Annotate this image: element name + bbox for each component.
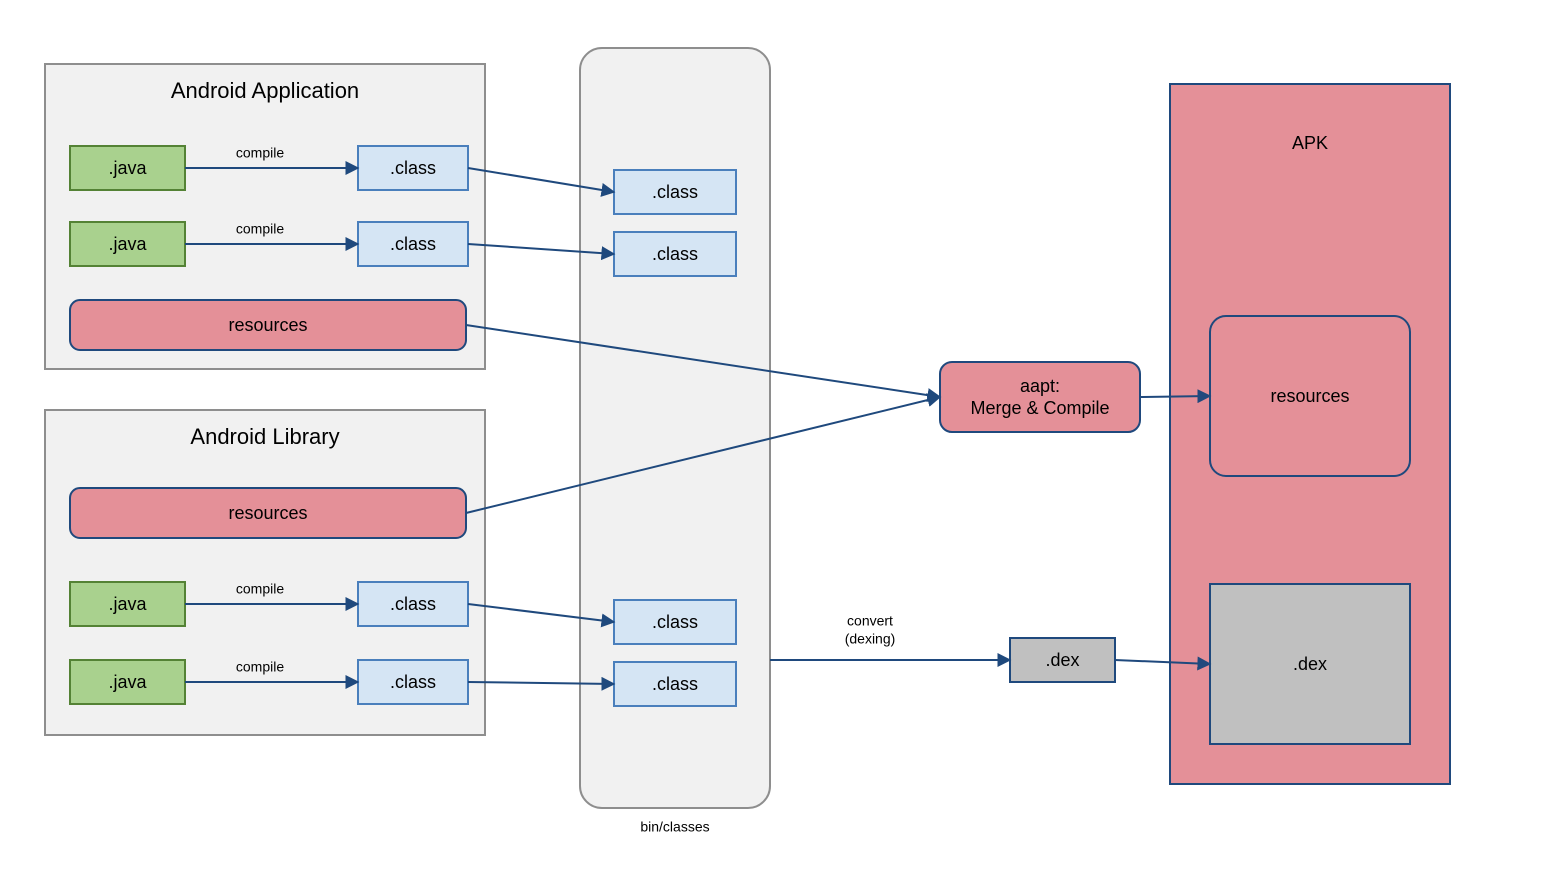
svg-text:resources: resources	[1270, 386, 1349, 406]
svg-text:(dexing): (dexing)	[845, 631, 896, 647]
apk-title: APK	[1292, 133, 1328, 153]
svg-text:.class: .class	[652, 612, 698, 632]
svg-text:.class: .class	[652, 244, 698, 264]
svg-text:resources: resources	[228, 503, 307, 523]
svg-text:compile: compile	[236, 581, 284, 597]
svg-text:resources: resources	[228, 315, 307, 335]
svg-text:.java: .java	[108, 234, 147, 254]
svg-text:.class: .class	[390, 234, 436, 254]
svg-text:compile: compile	[236, 221, 284, 237]
svg-text:.java: .java	[108, 672, 147, 692]
svg-text:convert: convert	[847, 613, 893, 629]
svg-text:.class: .class	[652, 674, 698, 694]
svg-text:.class: .class	[390, 594, 436, 614]
diagram-canvas: Android Application Android Library bin/cl…	[0, 0, 1562, 896]
lib-title: Android Library	[190, 424, 339, 449]
svg-text:compile: compile	[236, 145, 284, 161]
svg-text:.dex: .dex	[1293, 654, 1327, 674]
bin-caption: bin/classes	[640, 819, 709, 835]
svg-text:compile: compile	[236, 659, 284, 675]
svg-text:Merge & Compile: Merge & Compile	[970, 398, 1109, 418]
svg-text:.class: .class	[652, 182, 698, 202]
svg-text:.java: .java	[108, 158, 147, 178]
svg-text:.class: .class	[390, 672, 436, 692]
svg-text:.dex: .dex	[1045, 650, 1079, 670]
svg-text:.java: .java	[108, 594, 147, 614]
app-title: Android Application	[171, 78, 359, 103]
edge-aapt-apk_res	[1140, 396, 1210, 397]
svg-text:.class: .class	[390, 158, 436, 178]
svg-text:aapt:: aapt:	[1020, 376, 1060, 396]
